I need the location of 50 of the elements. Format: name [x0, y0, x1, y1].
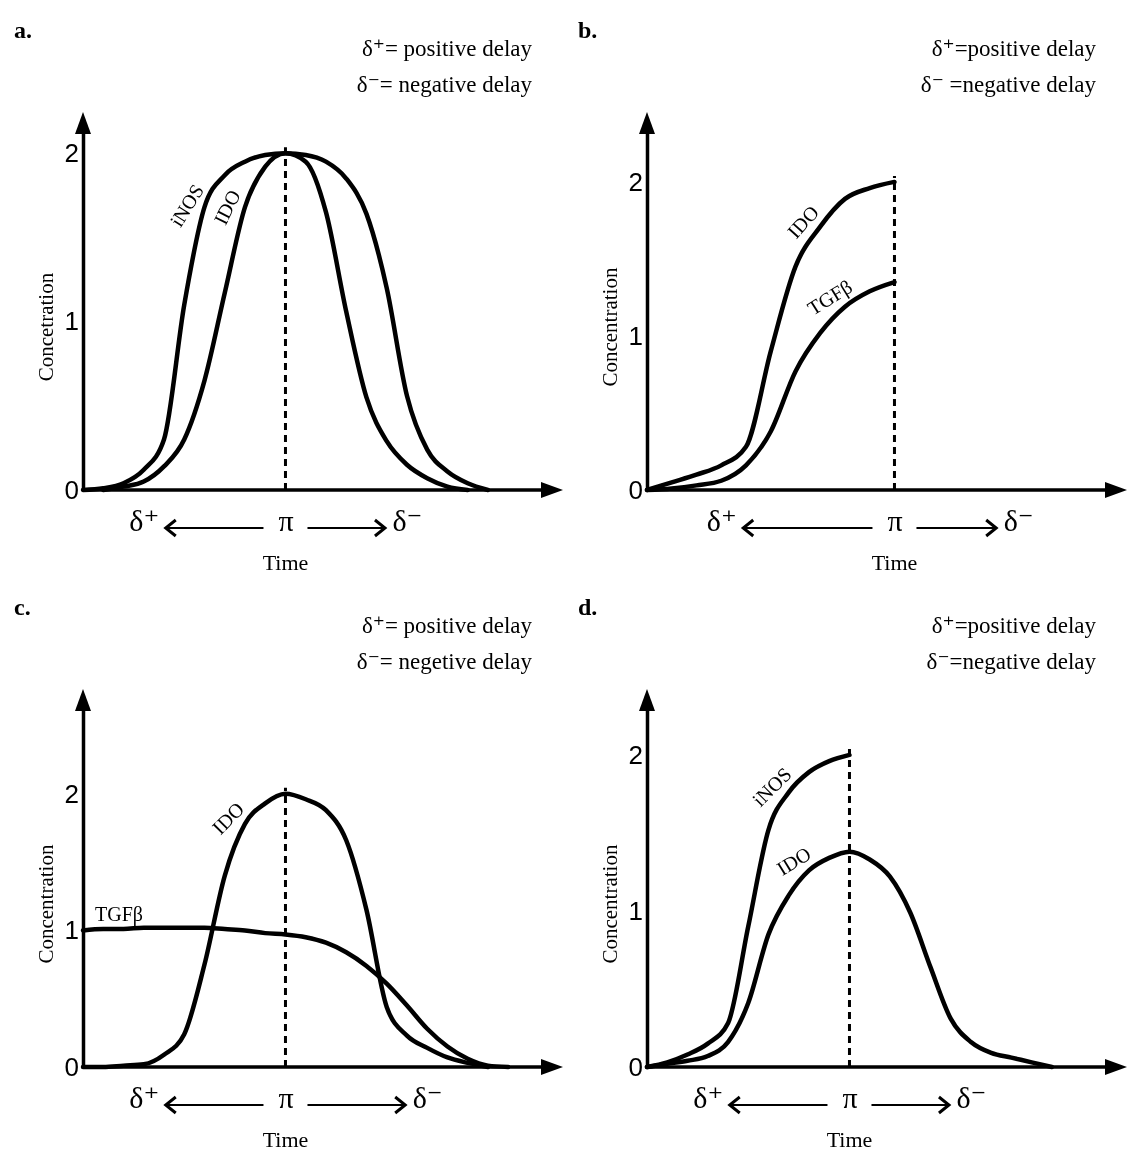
x-tick-label: δ⁺	[693, 1081, 724, 1114]
chart-title: b.	[578, 17, 598, 43]
x-axis-title: Time	[871, 550, 918, 575]
x-tick-label: δ⁻	[412, 1081, 443, 1114]
text: IDO	[772, 842, 815, 880]
chart-title: c.	[14, 594, 31, 620]
y-tick-label: 2	[64, 778, 79, 809]
text: δ⁺=positive delay	[931, 613, 1097, 638]
text: δ⁻= negetive delay	[356, 649, 533, 674]
x-tick-label: π	[278, 504, 294, 537]
x-tick-label: π	[887, 504, 903, 537]
y-tick-label: 0	[628, 1051, 643, 1082]
y-tick-label: 0	[628, 474, 643, 505]
chart-title: a.	[14, 17, 32, 43]
y-axis-title: Concentration	[598, 267, 622, 387]
x-tick-label: δ⁻	[1003, 504, 1034, 537]
x-tick-label: δ⁻	[956, 1081, 987, 1114]
y-tick-label: 0	[64, 474, 79, 505]
x-tick-label: δ⁺	[129, 1081, 160, 1114]
y-tick-label: 2	[628, 739, 643, 770]
text: TGFβ	[803, 275, 857, 321]
text: δ⁻=negative delay	[926, 649, 1097, 674]
x-tick-label: δ⁻	[392, 504, 423, 537]
x-tick-label: δ⁺	[129, 504, 160, 537]
x-axis-title: Time	[262, 1127, 309, 1152]
y-tick-label: 0	[64, 1051, 79, 1082]
x-tick-label: π	[278, 1081, 294, 1114]
x-tick-label: π	[842, 1081, 858, 1114]
text: δ⁻ =negative delay	[920, 72, 1097, 97]
y-tick-label: 2	[64, 138, 79, 169]
y-axis-title: Concetration	[34, 272, 58, 382]
y-axis-title: Concentration	[598, 844, 622, 964]
text: δ⁻= negative delay	[356, 72, 533, 97]
y-tick-label: 1	[64, 306, 79, 337]
y-tick-label: 1	[628, 895, 643, 926]
series-label: TGFβ	[95, 903, 143, 927]
chart-title: d.	[578, 594, 598, 620]
y-tick-label: 1	[628, 320, 643, 351]
x-tick-label: δ⁺	[706, 504, 737, 537]
y-axis-title: Concentration	[34, 844, 58, 964]
x-axis-title: Time	[826, 1127, 873, 1152]
x-axis-title: Time	[262, 550, 309, 575]
text: δ⁺= positive delay	[361, 36, 533, 61]
y-tick-label: 1	[64, 915, 79, 946]
text: δ⁺=positive delay	[931, 36, 1097, 61]
text: IDO	[207, 797, 249, 839]
text: IDO	[209, 186, 245, 228]
y-tick-label: 2	[628, 166, 643, 197]
text: δ⁺= positive delay	[361, 613, 533, 638]
text: IDO	[782, 201, 823, 243]
